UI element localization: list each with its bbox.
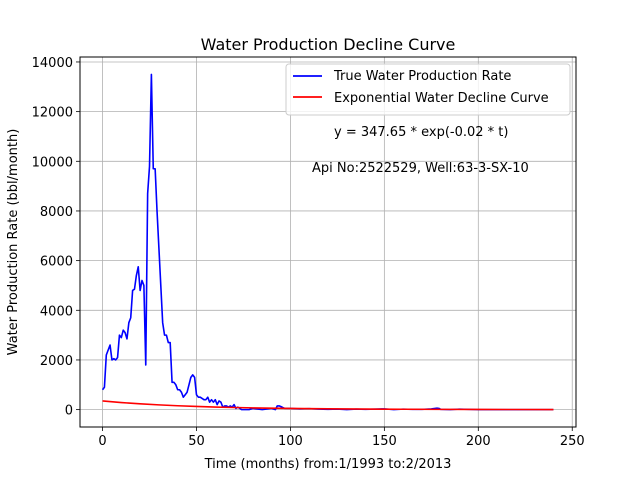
x-axis-label: Time (months) from:1/1993 to:2/2013 <box>204 457 452 472</box>
x-tick-label: 0 <box>98 434 106 449</box>
series-lines <box>101 73 554 411</box>
y-tick-label: 14000 <box>32 56 73 71</box>
legend-box <box>285 63 571 116</box>
chart-title: Water Production Decline Curve <box>201 35 456 54</box>
x-tick-label: 100 <box>278 434 303 449</box>
equation-annotation: y = 347.65 * exp(-0.02 * t) <box>334 125 508 140</box>
x-tick-label: 50 <box>188 434 205 449</box>
y-tick-label: 8000 <box>40 205 73 220</box>
y-tick-label: 10000 <box>32 155 73 170</box>
y-tick-label: 12000 <box>32 106 73 121</box>
y-axis-label: Water Production Rate (bbl/month) <box>6 129 21 356</box>
y-tick-label: 6000 <box>40 255 73 270</box>
plot-frame <box>79 56 577 428</box>
y-tick-label: 2000 <box>40 354 73 369</box>
x-axis-ticks: 0 50 100 150 200 250 <box>98 427 585 449</box>
y-tick-label: 0 <box>65 404 73 419</box>
legend: True Water Production Rate Exponential W… <box>285 63 571 116</box>
legend-label-exponential: Exponential Water Decline Curve <box>334 91 549 106</box>
y-tick-label: 4000 <box>40 304 73 319</box>
x-tick-label: 150 <box>372 434 397 449</box>
series-line-exponential <box>102 400 554 411</box>
x-tick-label: 250 <box>560 434 585 449</box>
y-axis-ticks: 0 2000 4000 6000 8000 10000 12000 14000 <box>32 56 80 419</box>
legend-label-true-rate: True Water Production Rate <box>333 69 511 84</box>
x-tick-label: 200 <box>466 434 491 449</box>
well-annotation: Api No:2522529, Well:63-3-SX-10 <box>312 161 529 176</box>
